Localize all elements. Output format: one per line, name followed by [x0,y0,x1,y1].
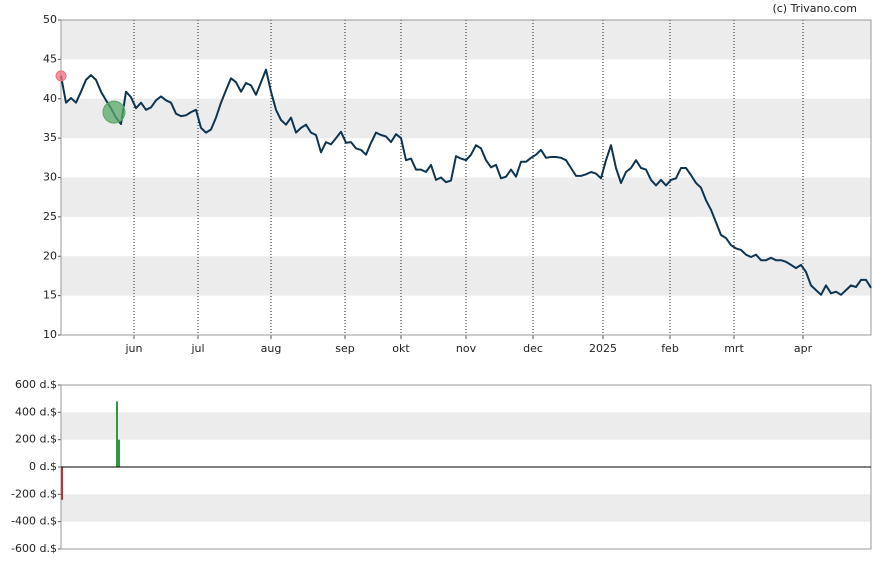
x-tick-label: nov [456,342,477,355]
y-tick-label: 600 d.$ [15,378,57,391]
y-tick-label: -600 d.$ [11,542,57,555]
credit: (c) Trivano.com [772,2,857,15]
y-tick-label: -200 d.$ [11,487,57,500]
y-tick-label: 20 [43,249,57,262]
y-tick-label: 200 d.$ [15,433,57,446]
x-tick-label: mrt [724,342,744,355]
x-tick-label: sep [335,342,354,355]
bar [118,439,120,467]
x-tick-label: feb [661,342,679,355]
trade-marker [102,100,126,124]
bar [116,401,118,467]
y-tick-label: 35 [43,131,57,144]
x-tick-label: jun [125,342,143,355]
y-tick-label: 50 [43,13,57,26]
bar [61,467,63,500]
x-tick-label: dec [523,342,543,355]
x-tick-label: jul [190,342,204,355]
y-tick-label: 15 [43,289,57,302]
price-line [60,68,872,296]
x-tick-label: apr [794,342,813,355]
y-tick-label: 25 [43,210,57,223]
band [61,494,871,522]
x-tick-label: 2025 [589,342,617,355]
band [61,412,871,440]
y-tick-label: -400 d.$ [11,515,57,528]
y-tick-label: 40 [43,92,57,105]
y-tick-label: 45 [43,52,57,65]
y-tick-label: 10 [43,328,57,341]
y-tick-label: 0 d.$ [29,460,57,473]
trade-marker [55,70,67,82]
plot-frame [60,19,872,336]
x-tick-label: okt [392,342,410,355]
y-tick-label: 30 [43,171,57,184]
x-tick-label: aug [261,342,282,355]
y-tick-label: 400 d.$ [15,405,57,418]
